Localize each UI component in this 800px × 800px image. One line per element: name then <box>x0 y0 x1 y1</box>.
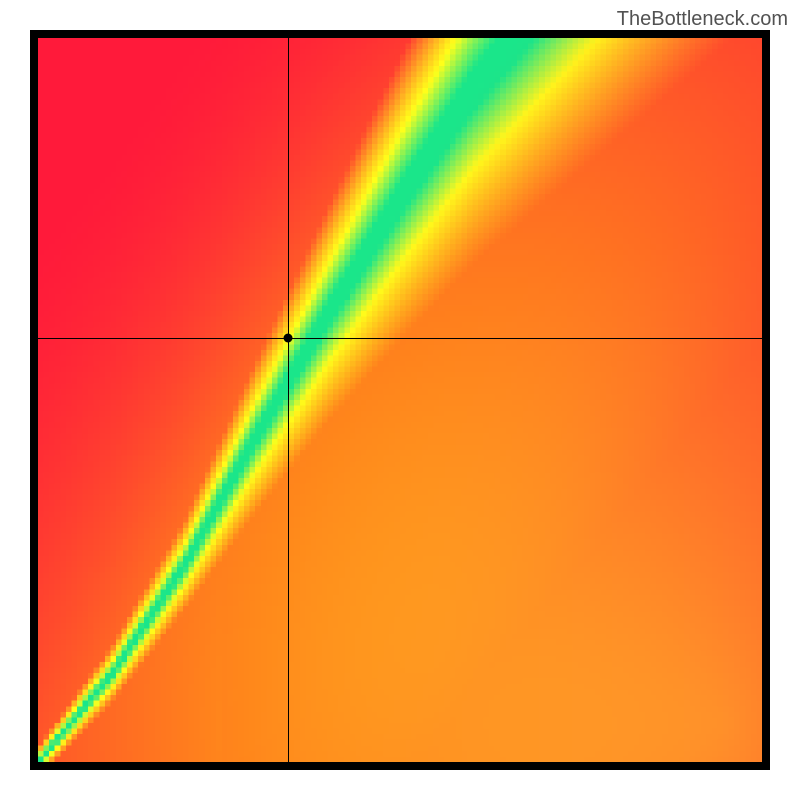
watermark-text: TheBottleneck.com <box>617 8 788 31</box>
crosshair-vertical <box>288 38 289 762</box>
crosshair-marker <box>283 334 292 343</box>
crosshair-horizontal <box>38 338 762 339</box>
plot-area <box>30 30 770 770</box>
chart-container: TheBottleneck.com <box>0 0 800 800</box>
heatmap-canvas <box>38 38 762 762</box>
